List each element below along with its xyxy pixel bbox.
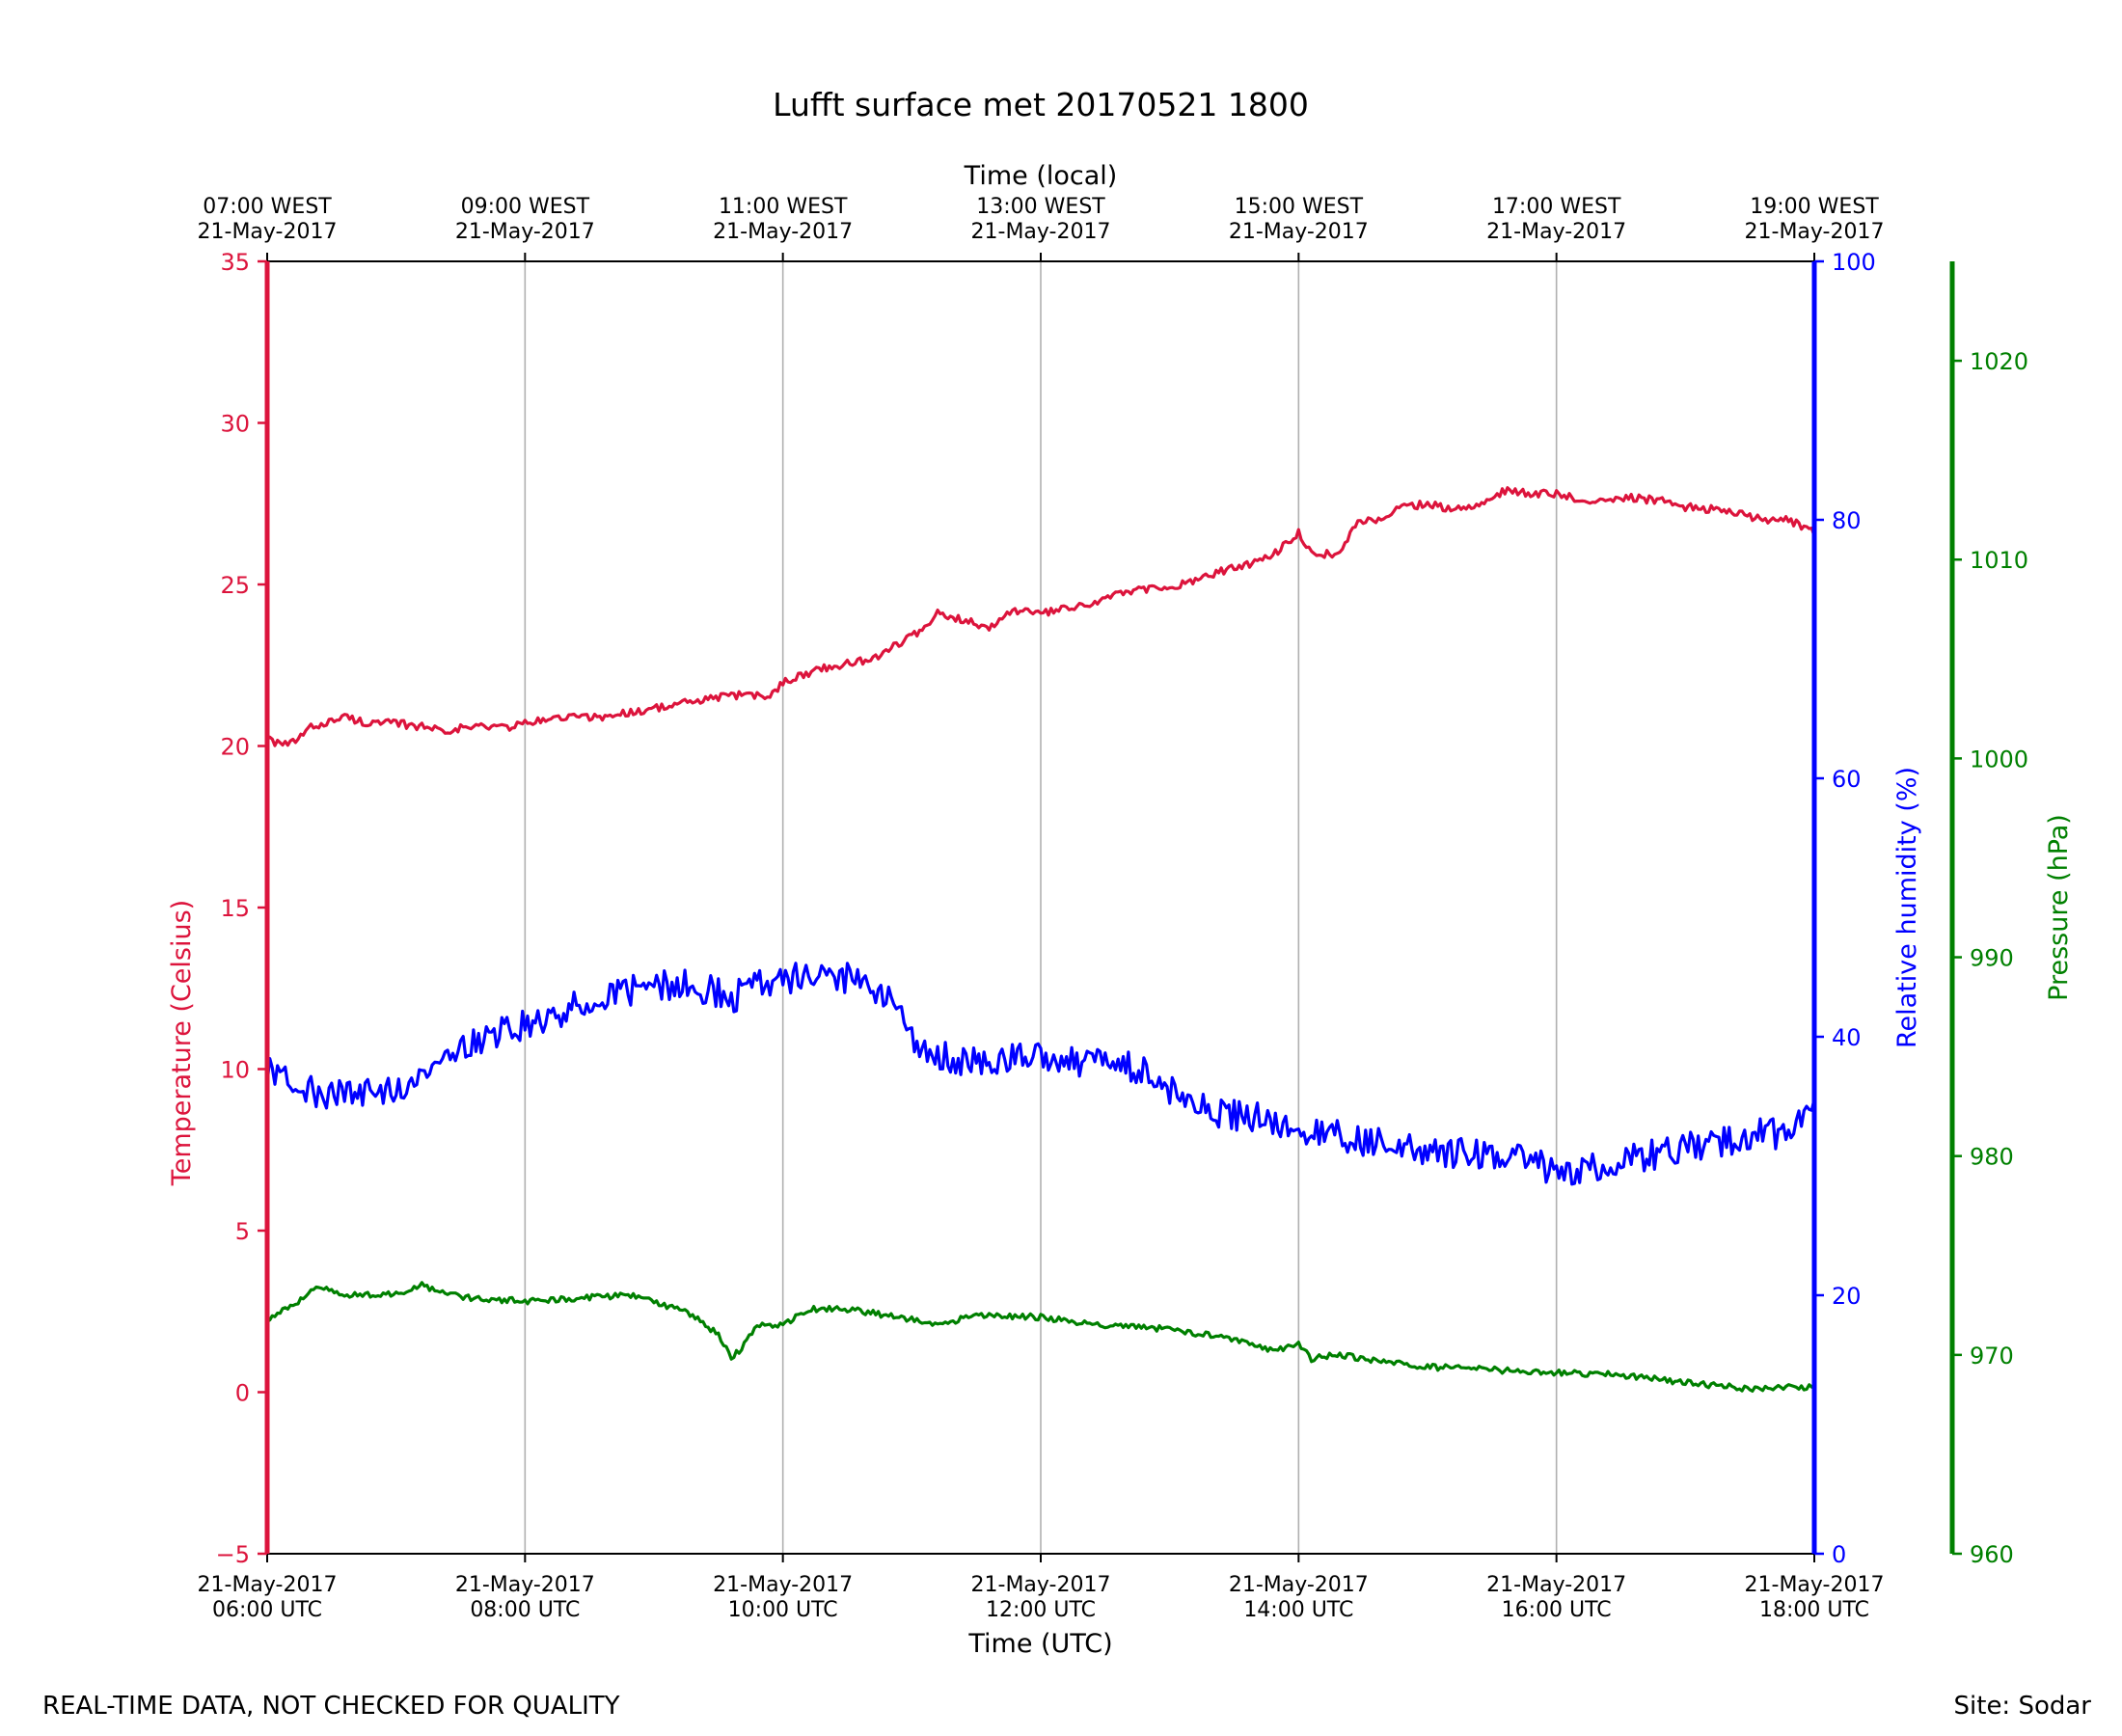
humidity-axis-label: Relative humidity (%) bbox=[1892, 767, 1922, 1048]
temperature-tick-label: 20 bbox=[220, 734, 250, 761]
temperature-tick-label: −5 bbox=[216, 1541, 250, 1568]
pressure-axis-label: Pressure (hPa) bbox=[2044, 814, 2074, 1001]
series-line-pressure bbox=[266, 1281, 1816, 1393]
temperature-axis-label: Temperature (Celsius) bbox=[167, 900, 197, 1186]
x-top-tick-label: 07:00 WEST 21-May-2017 bbox=[198, 195, 338, 244]
axes-layer: 21-May-2017 06:00 UTC 07:00 WEST 21-May-201… bbox=[198, 195, 2029, 1622]
x-top-tick-label: 15:00 WEST 21-May-2017 bbox=[1229, 195, 1369, 244]
temperature-tick-label: 25 bbox=[220, 572, 250, 599]
temperature-tick-label: 5 bbox=[235, 1218, 250, 1245]
pressure-tick-label: 980 bbox=[1970, 1144, 2014, 1171]
pressure-tick-label: 1020 bbox=[1970, 348, 2028, 375]
pressure-tick-label: 960 bbox=[1970, 1541, 2014, 1568]
x-bottom-tick-label: 21-May-2017 14:00 UTC bbox=[1229, 1573, 1369, 1622]
x-top-tick-label: 11:00 WEST 21-May-2017 bbox=[713, 195, 853, 244]
x-top-axis-label: Time (local) bbox=[964, 161, 1118, 191]
series-line-relative-humidity bbox=[265, 962, 1816, 1186]
pressure-tick-label: 990 bbox=[1970, 945, 2014, 972]
grid bbox=[524, 261, 1558, 1554]
temperature-tick-label: 15 bbox=[220, 895, 250, 922]
pressure-tick-label: 1010 bbox=[1970, 547, 2028, 574]
humidity-tick-label: 40 bbox=[1832, 1024, 1862, 1051]
humidity-tick-label: 20 bbox=[1832, 1283, 1862, 1310]
humidity-tick-label: 80 bbox=[1832, 507, 1862, 534]
series-layer bbox=[265, 486, 1816, 1393]
temperature-tick-label: 0 bbox=[235, 1380, 250, 1407]
x-bottom-tick-label: 21-May-2017 08:00 UTC bbox=[455, 1573, 595, 1622]
series-line-temperature bbox=[265, 486, 1816, 747]
pressure-tick-label: 970 bbox=[1970, 1343, 2014, 1370]
chart-title: Lufft surface met 20170521 1800 bbox=[773, 86, 1309, 123]
humidity-tick-label: 0 bbox=[1832, 1541, 1846, 1568]
quality-notice: REAL-TIME DATA, NOT CHECKED FOR QUALITY bbox=[42, 1692, 620, 1721]
x-bottom-tick-label: 21-May-2017 12:00 UTC bbox=[971, 1573, 1111, 1622]
x-bottom-axis-label: Time (UTC) bbox=[967, 1629, 1112, 1659]
x-top-tick-label: 13:00 WEST 21-May-2017 bbox=[971, 195, 1111, 244]
site-label: Site: Sodar bbox=[1954, 1692, 2092, 1721]
temperature-tick-label: 30 bbox=[220, 411, 250, 438]
temperature-tick-label: 35 bbox=[220, 249, 250, 276]
x-bottom-tick-label: 21-May-2017 10:00 UTC bbox=[713, 1573, 853, 1622]
x-bottom-tick-label: 21-May-2017 06:00 UTC bbox=[198, 1573, 338, 1622]
humidity-tick-label: 60 bbox=[1832, 766, 1862, 793]
x-top-tick-label: 17:00 WEST 21-May-2017 bbox=[1486, 195, 1626, 244]
pressure-tick-label: 1000 bbox=[1970, 746, 2028, 773]
humidity-tick-label: 100 bbox=[1832, 249, 1876, 276]
x-top-tick-label: 09:00 WEST 21-May-2017 bbox=[455, 195, 595, 244]
x-bottom-tick-label: 21-May-2017 18:00 UTC bbox=[1745, 1573, 1885, 1622]
x-bottom-tick-label: 21-May-2017 16:00 UTC bbox=[1486, 1573, 1626, 1622]
x-top-tick-label: 19:00 WEST 21-May-2017 bbox=[1745, 195, 1885, 244]
temperature-tick-label: 10 bbox=[220, 1057, 250, 1084]
